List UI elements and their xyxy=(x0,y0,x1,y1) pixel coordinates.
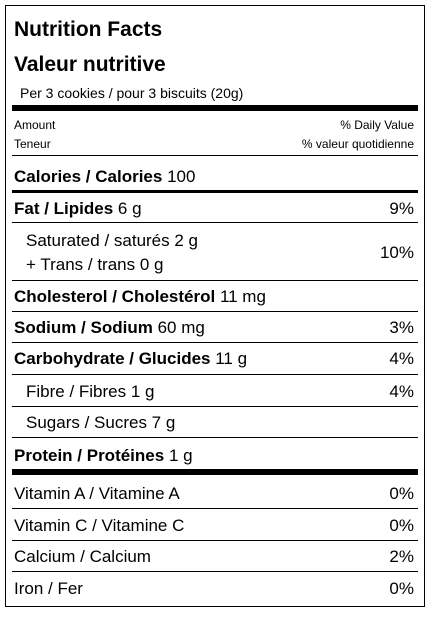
daily-value: 2% xyxy=(389,547,414,566)
rule xyxy=(12,311,418,312)
nutrient: Sodium / Sodium 60 mg xyxy=(14,319,205,336)
text: Carbohydrate / Glucides xyxy=(14,349,211,368)
vitamin: Calcium / Calcium xyxy=(14,547,151,566)
text: Cholesterol / Cholestérol xyxy=(14,287,216,306)
rule xyxy=(12,374,418,375)
rule xyxy=(12,280,418,281)
amount-head-fr: Teneur xyxy=(14,137,51,151)
text: 11 mg xyxy=(219,287,266,306)
serving: Per 3 cookies / pour 3 biscuits (20g) xyxy=(20,85,244,101)
nutrient: Calories / Calories 100 xyxy=(14,168,195,185)
rule xyxy=(12,508,418,509)
vitamin: Vitamin A / Vitamine A xyxy=(14,484,180,503)
dv-head: % Daily Value xyxy=(340,118,414,132)
daily-value: 3% xyxy=(389,318,414,337)
rule xyxy=(12,571,418,572)
dv-head-fr: % valeur quotidienne xyxy=(301,137,414,151)
rule xyxy=(12,437,418,438)
rule xyxy=(12,342,418,343)
nutrient: Sugars / Sucres 7 g xyxy=(26,413,176,432)
nutrient-line: + Trans / trans 0 g xyxy=(26,255,164,274)
rule xyxy=(12,406,418,407)
text: 1 g xyxy=(168,446,193,465)
text: 11 g xyxy=(215,349,248,368)
rule xyxy=(12,222,418,223)
text: Fat / Lipides xyxy=(14,199,114,218)
text: 100 xyxy=(167,167,196,186)
text: Protein / Protéines xyxy=(14,446,165,465)
nutrient: Fibre / Fibres 1 g xyxy=(26,382,155,401)
nutrition-label: Nutrition Facts Valeur nutritive Per 3 c… xyxy=(5,5,425,607)
vitamin: Iron / Fer xyxy=(14,579,83,598)
text: 6 g xyxy=(117,199,142,218)
rule xyxy=(12,155,418,156)
daily-value: 0% xyxy=(389,516,414,535)
rule xyxy=(12,469,418,475)
nutrient: Protein / Protéines 1 g xyxy=(14,447,193,464)
daily-value: 9% xyxy=(389,199,414,218)
vitamin: Vitamin C / Vitamine C xyxy=(14,516,185,535)
rule xyxy=(12,540,418,541)
nutrient: Fat / Lipides 6 g xyxy=(14,200,142,217)
daily-value: 4% xyxy=(389,349,414,368)
text: Sodium / Sodium xyxy=(14,318,153,337)
nutrient-line: Saturated / saturés 2 g xyxy=(26,231,198,250)
amount-head: Amount xyxy=(14,118,56,132)
daily-value: 10% xyxy=(379,243,414,262)
rule xyxy=(12,190,418,193)
nutrient: Carbohydrate / Glucides 11 g xyxy=(14,350,247,367)
text: 60 mg xyxy=(157,318,205,337)
text: Calories / Calories xyxy=(14,167,163,186)
daily-value: 4% xyxy=(389,382,414,401)
daily-value: 0% xyxy=(389,579,414,598)
nutrient: Cholesterol / Cholestérol 11 mg xyxy=(14,288,266,305)
rule xyxy=(12,105,418,111)
daily-value: 0% xyxy=(389,484,414,503)
title-fr: Valeur nutritive xyxy=(14,53,166,76)
title: Nutrition Facts xyxy=(14,18,163,41)
